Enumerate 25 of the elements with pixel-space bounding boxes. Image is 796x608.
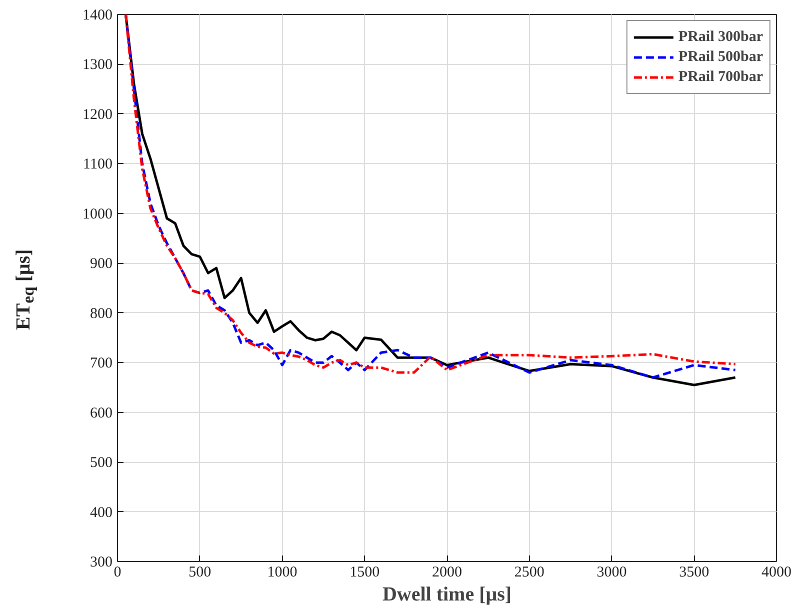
y-tick-label: 1000 [82,206,112,222]
legend-label: PRail 300bar [678,28,763,46]
x-tick-label: 1500 [350,564,380,580]
x-tick-label: 2500 [514,564,544,580]
y-tick-label: 600 [90,405,112,422]
y-tick-label: 1200 [82,106,112,123]
x-tick-label: 1000 [267,564,298,580]
x-tick-label: 500 [188,564,212,580]
y-tick-label: 800 [90,306,112,322]
y-tick-label: 500 [90,455,112,472]
x-tick-label: 2000 [432,564,462,580]
x-tick-label: 3500 [679,564,710,580]
x-tick-label: 4000 [762,564,792,580]
legend-label: PRail 700bar [678,68,763,86]
y-tick-label: 1400 [82,8,112,24]
y-tick-label: 1100 [83,156,113,173]
x-axis-title: Dwell time [μs] [382,584,512,606]
y-tick-label: 1300 [82,57,112,74]
legend-label: PRail 500bar [678,48,763,66]
x-tick-label: 3000 [596,564,627,580]
y-tick-label: 900 [90,256,112,272]
y-tick-label: 400 [90,504,112,521]
y-tick-label: 700 [90,356,112,372]
y-tick-label: 300 [90,554,112,570]
x-tick-label: 0 [114,564,122,580]
